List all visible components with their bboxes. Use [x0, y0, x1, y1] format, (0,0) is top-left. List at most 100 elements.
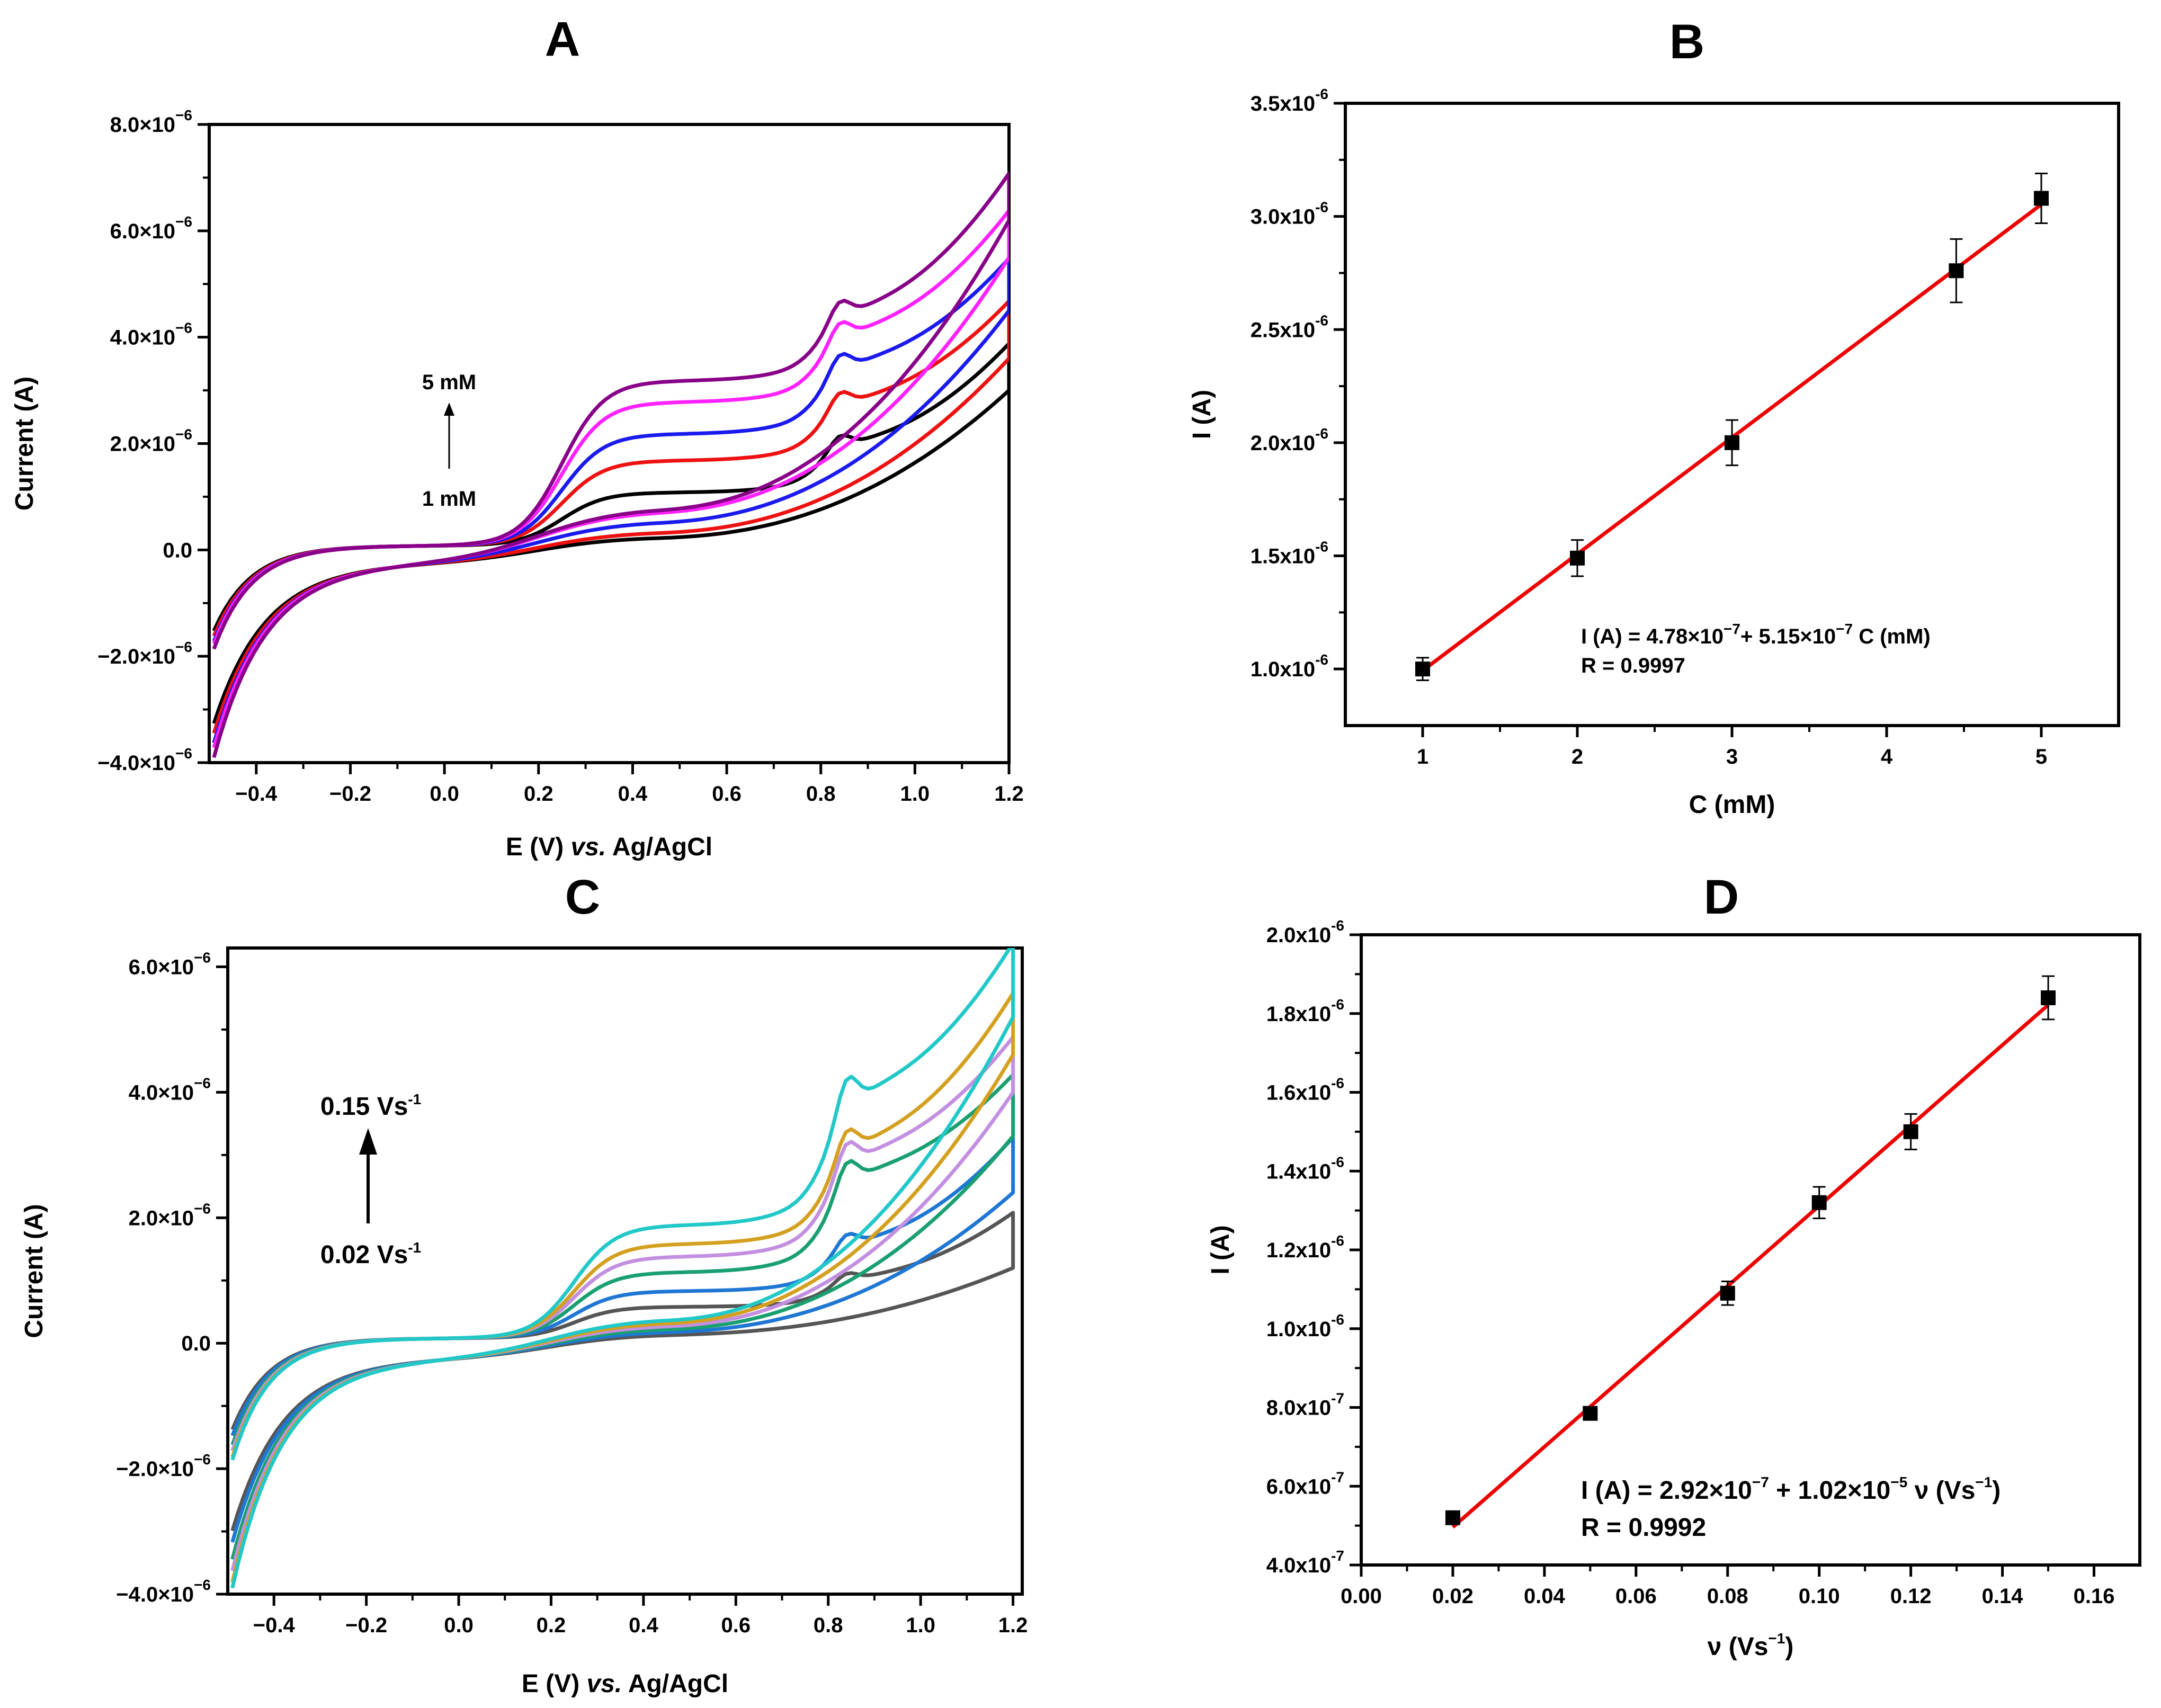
x-tick-label: 0.2: [537, 1614, 566, 1637]
cv-series-3: [212, 256, 1009, 744]
series-group: [212, 171, 1009, 758]
x-tick-label: 0.8: [814, 1614, 843, 1637]
x-tick-label: 4: [1881, 745, 1893, 768]
y-axis-label: I (A): [1207, 1225, 1235, 1274]
y-tick-label: 0.0: [181, 1332, 211, 1355]
y-tick-label: 1.2x10-6: [1266, 1232, 1344, 1262]
x-tick-label: 0.02: [1432, 1585, 1474, 1608]
y-tick-label: 6.0×10−6: [129, 950, 211, 979]
y-tick-label: 3.0x10-6: [1251, 199, 1328, 229]
data-point: [1445, 1510, 1460, 1525]
data-point: [1903, 1124, 1918, 1139]
x-tick-label: 1.0: [906, 1614, 935, 1637]
x-tick-label: 1: [1417, 745, 1428, 768]
cv-series-1: [212, 342, 1009, 725]
x-tick-label: −0.2: [345, 1614, 387, 1637]
x-tick-label: 5: [2035, 745, 2047, 768]
plot-frame: [226, 946, 1024, 1596]
x-tick-label: 0.4: [629, 1614, 658, 1637]
y-tick-label: 2.0×10−6: [129, 1200, 211, 1230]
x-tick-label: 0.6: [721, 1614, 751, 1637]
y-tick-label: 2.5x10-6: [1251, 312, 1328, 342]
chart-panel-D: D 0.00 0.02 0.04 0.06 0.08 0.10 0.12 0.14 0.16 4.0…: [1207, 870, 2141, 1661]
annotation-top: 5 mM: [422, 371, 476, 394]
x-tick-label: 0.16: [2074, 1585, 2115, 1608]
x-tick-label: 0.2: [524, 782, 553, 806]
fit-equation: I (A) = 2.92×10−7 + 1.02×10−5 ν (Vs−1): [1581, 1474, 2001, 1505]
fit-line: [1451, 1003, 2050, 1529]
annotation-bottom: 0.02 Vs-1: [320, 1239, 421, 1269]
x-tick-label: −0.4: [253, 1614, 296, 1637]
y-tick-label: 6.0×10−6: [110, 213, 192, 243]
panel-letter-A: A: [545, 12, 580, 66]
y-tick-label: 1.0x10-6: [1251, 651, 1328, 681]
x-tick-label: 0.10: [1799, 1585, 1840, 1608]
y-tick-label: −2.0×10−6: [97, 639, 192, 668]
y-tick-label: −2.0×10−6: [116, 1451, 211, 1481]
x-tick-label: −0.2: [329, 782, 371, 806]
cv-series-6: [230, 948, 1015, 1589]
y-axis-label: Current (A): [20, 1204, 48, 1338]
annotation-bottom: 1 mM: [422, 487, 476, 511]
x-tick-label: 0.0: [430, 782, 459, 806]
x-tick-label: 0.12: [1890, 1585, 1932, 1608]
y-tick-label: 2.0x10-6: [1251, 425, 1328, 455]
x-axis-label: ν (Vs−1): [1708, 1630, 1794, 1661]
annotation-top: 0.15 Vs-1: [320, 1091, 421, 1121]
r-value: R = 0.9992: [1581, 1514, 1706, 1542]
y-tick-label: 1.6x10-6: [1266, 1075, 1344, 1105]
x-axis-label: E (V) vs. Ag/AgCl: [506, 833, 712, 861]
y-tick-label: 4.0x10-7: [1266, 1548, 1344, 1577]
x-tick-label: 2: [1571, 745, 1583, 768]
x-tick-label: 1.2: [998, 1614, 1028, 1637]
x-tick-label: 0.0: [444, 1614, 474, 1637]
x-tick-label: 1.2: [994, 782, 1024, 806]
x-tick-label: 0.00: [1341, 1585, 1382, 1608]
x-tick-label: 0.4: [618, 782, 648, 806]
chart-panel-C: C −0.4 −0.2 0.0 0.2 0.4 0.6 0.8 1.0 1.2 −4.0×10−6 −…: [20, 870, 1028, 1698]
data-point: [1811, 1195, 1827, 1210]
panel-letter-B: B: [1669, 15, 1704, 69]
y-tick-label: 4.0×10−6: [129, 1075, 211, 1104]
arrow-head-icon: [444, 403, 454, 416]
y-tick-label: 1.5x10-6: [1251, 539, 1328, 568]
y-tick-label: 0.0: [163, 539, 192, 562]
y-tick-label: 3.5x10-6: [1251, 86, 1328, 115]
data-point: [2034, 191, 2049, 206]
x-tick-label: 0.06: [1615, 1585, 1657, 1608]
series-group: [230, 948, 1015, 1589]
data-point: [1583, 1406, 1598, 1421]
data-point: [1720, 1285, 1735, 1301]
x-tick-label: 3: [1726, 745, 1738, 768]
x-tick-label: 1.0: [900, 782, 930, 806]
x-tick-label: 0.08: [1707, 1585, 1748, 1608]
chart-panel-B: B 1 2 3 4 5 1.0x10-6 1.5x10-6 2.0x10-6 2.5x10-6 3.…: [1188, 15, 2120, 819]
y-tick-label: −4.0×10−6: [116, 1577, 211, 1606]
y-tick-label: 1.0x10-6: [1266, 1311, 1344, 1341]
x-tick-label: 0.6: [712, 782, 742, 806]
y-tick-label: 4.0×10−6: [110, 320, 192, 350]
y-axis-label: I (A): [1188, 390, 1216, 439]
y-tick-label: 2.0×10−6: [110, 426, 192, 456]
data-point: [2041, 990, 2056, 1005]
x-axis-label: E (V) vs. Ag/AgCl: [522, 1670, 728, 1698]
panel-letter-C: C: [565, 870, 600, 924]
x-tick-label: 0.8: [806, 782, 836, 806]
y-tick-label: 8.0x10-7: [1266, 1390, 1344, 1420]
cv-series-5: [212, 171, 1009, 758]
data-point: [1570, 550, 1585, 566]
data-point: [1949, 263, 1964, 279]
chart-panel-A: A −0.4 −0.2 0.0 0.2 0.4 0.6 0.8 1.0 1.2 −4.0×10−6 −…: [11, 12, 1024, 861]
x-tick-label: −0.4: [235, 782, 278, 806]
y-axis-label: Current (A): [11, 377, 39, 511]
cv-series-3: [230, 1072, 1015, 1560]
data-point: [1725, 435, 1739, 450]
y-tick-label: 1.4x10-6: [1266, 1153, 1344, 1183]
r-value: R = 0.9997: [1581, 654, 1685, 677]
x-tick-label: 0.04: [1524, 1585, 1566, 1608]
y-tick-label: 8.0×10−6: [110, 107, 192, 137]
arrow-head-icon: [359, 1128, 377, 1155]
fit-equation: I (A) = 4.78×10−7+ 5.15×10−7 C (mM): [1581, 621, 1931, 648]
x-axis-label: C (mM): [1689, 791, 1775, 819]
